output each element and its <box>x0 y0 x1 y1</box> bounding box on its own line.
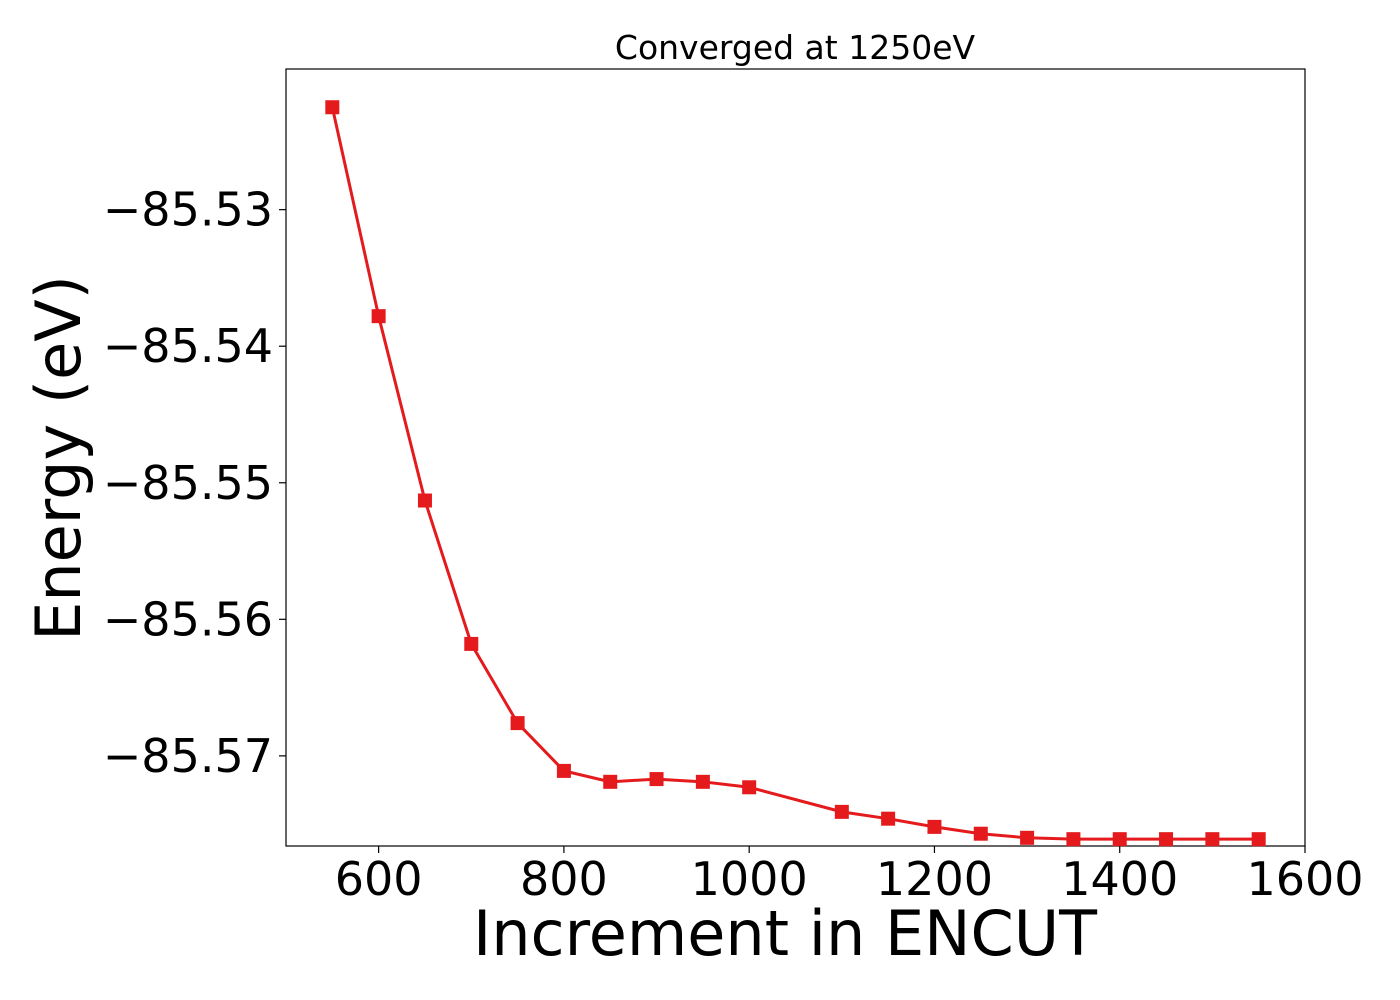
data-point-marker <box>1112 832 1127 847</box>
data-point-marker <box>742 780 757 795</box>
data-point-marker <box>1159 832 1174 847</box>
data-point-marker <box>1066 832 1081 847</box>
data-point-marker <box>325 100 340 115</box>
data-point-marker <box>556 763 571 778</box>
data-point-marker <box>834 804 849 819</box>
data-point-marker <box>927 819 942 834</box>
data-point-marker <box>417 493 432 508</box>
data-point-marker <box>1020 830 1035 845</box>
series-layer <box>325 100 1266 847</box>
y-tick-label: −85.53 <box>103 183 273 237</box>
data-point-marker <box>371 309 386 324</box>
data-point-marker <box>1251 832 1266 847</box>
x-tick-label: 1000 <box>691 852 808 906</box>
x-tick-label: 1200 <box>876 852 993 906</box>
series-line <box>330 106 1259 841</box>
x-axis-title: Increment in ENCUT <box>473 897 1098 970</box>
data-point-marker <box>881 811 896 826</box>
x-tick-label: 1400 <box>1061 852 1178 906</box>
y-axis-ticks: −85.53 −85.54 −85.55 −85.56 −85.57 <box>103 183 286 783</box>
data-point-marker <box>603 774 618 789</box>
data-point-marker <box>973 826 988 841</box>
x-tick-label: 1600 <box>1246 852 1363 906</box>
x-tick-label: 800 <box>520 852 608 906</box>
plot-area-frame <box>285 68 1306 847</box>
data-point-marker <box>510 716 525 731</box>
x-tick-label: 600 <box>335 852 423 906</box>
data-point-marker <box>464 636 479 651</box>
data-point-marker <box>1205 832 1220 847</box>
chart-title: Converged at 1250eV <box>615 28 976 67</box>
x-axis-ticks: 600 800 1000 1200 1400 1600 <box>335 846 1364 906</box>
y-tick-label: −85.55 <box>103 456 273 510</box>
data-point-marker <box>649 772 664 787</box>
data-point-marker <box>695 774 710 789</box>
y-axis-title: Energy (eV) <box>22 275 95 641</box>
y-tick-label: −85.54 <box>103 319 273 373</box>
y-tick-label: −85.57 <box>103 729 273 783</box>
y-tick-label: −85.56 <box>103 592 273 646</box>
